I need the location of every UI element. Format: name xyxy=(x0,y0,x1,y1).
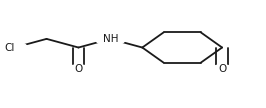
Text: NH: NH xyxy=(103,34,118,44)
Text: Cl: Cl xyxy=(4,43,15,52)
Text: O: O xyxy=(218,64,226,74)
Text: O: O xyxy=(74,64,83,74)
Circle shape xyxy=(2,42,27,53)
Circle shape xyxy=(211,65,233,73)
Circle shape xyxy=(95,33,126,45)
Circle shape xyxy=(68,65,89,73)
